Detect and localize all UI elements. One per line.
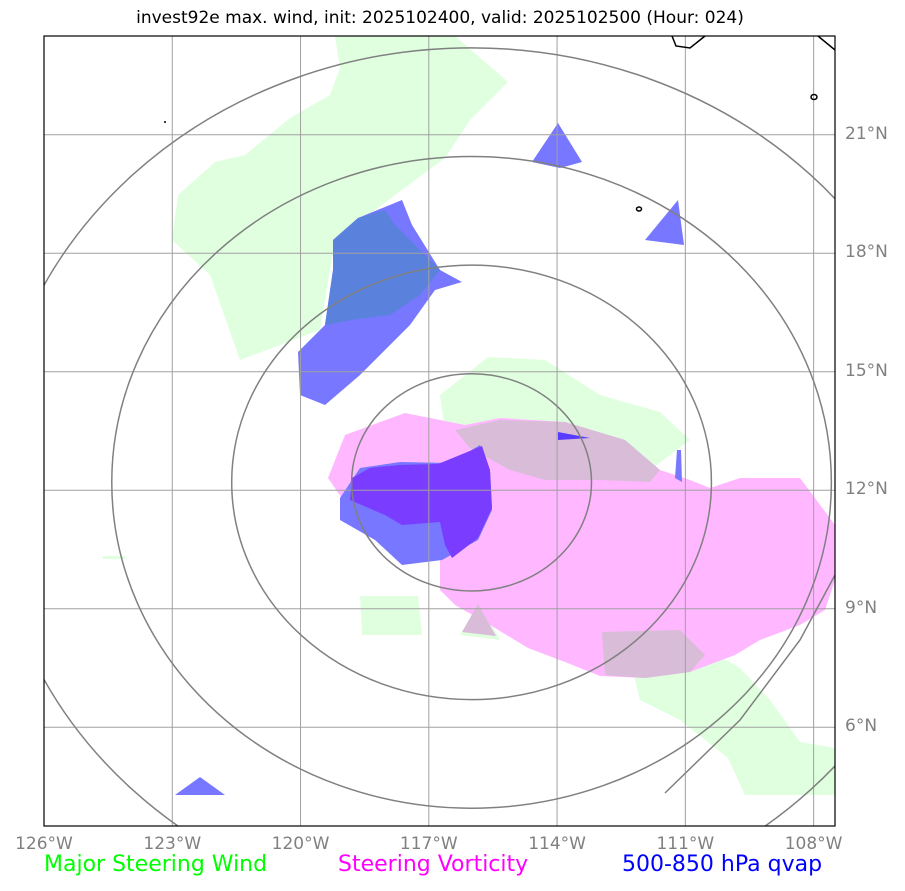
- graticule: [44, 36, 835, 826]
- range-ring: [44, 47, 835, 826]
- lat-label-12n: 12°N: [845, 479, 888, 500]
- range-ring: [350, 372, 593, 592]
- vorticity-wind-overlap-south: [462, 604, 496, 636]
- qvap-overlap-north: [325, 210, 440, 325]
- island-2: [635, 206, 643, 212]
- lon-label-108w: 108°W: [784, 834, 843, 854]
- lon-label-114w: 114°W: [528, 834, 586, 854]
- lat-label-21n: 21°N: [845, 123, 888, 144]
- range-ring-outer-arc: [664, 574, 835, 794]
- range-ring: [230, 264, 713, 701]
- qvap-cell-sw: [175, 777, 225, 795]
- island-1: [810, 93, 818, 101]
- lon-label-111w: 111°W: [656, 834, 715, 854]
- legend-qvap: 500-850 hPa qvap: [622, 852, 823, 877]
- lat-label-9n: 9°N: [845, 597, 878, 618]
- legend-steering-wind: Major Steering Wind: [44, 852, 268, 877]
- range-ring: [111, 155, 833, 809]
- map-title: invest92e max. wind, init: 2025102400, v…: [136, 8, 744, 28]
- qvap-dense-center: [350, 446, 492, 558]
- steering-wind-sliver: [103, 556, 125, 559]
- lon-label-123w: 123°W: [143, 834, 202, 854]
- steering-wind-area-southwest: [360, 596, 422, 635]
- coastline-baja: [671, 36, 835, 51]
- lon-label-117w: 117°W: [399, 834, 458, 854]
- qvap-cell-ne2: [645, 200, 684, 245]
- lat-label-18n: 18°N: [845, 242, 888, 263]
- qvap-cell-thin: [675, 450, 682, 482]
- island-3: [164, 121, 166, 123]
- steering-wind-area-east: [630, 645, 835, 795]
- lat-label-6n: 6°N: [845, 716, 878, 737]
- legend-steering-vorticity: Steering Vorticity: [338, 852, 529, 877]
- map-frame: [43, 35, 836, 827]
- qvap-cell-small: [558, 432, 590, 440]
- lat-label-15n: 15°N: [845, 360, 888, 381]
- lon-label-120w: 120°W: [271, 834, 330, 854]
- steering-wind-area-north: [172, 36, 508, 360]
- vorticity-wind-overlap-east: [602, 630, 705, 678]
- lon-label-126w: 126°W: [15, 834, 73, 854]
- range-rings: [44, 47, 835, 826]
